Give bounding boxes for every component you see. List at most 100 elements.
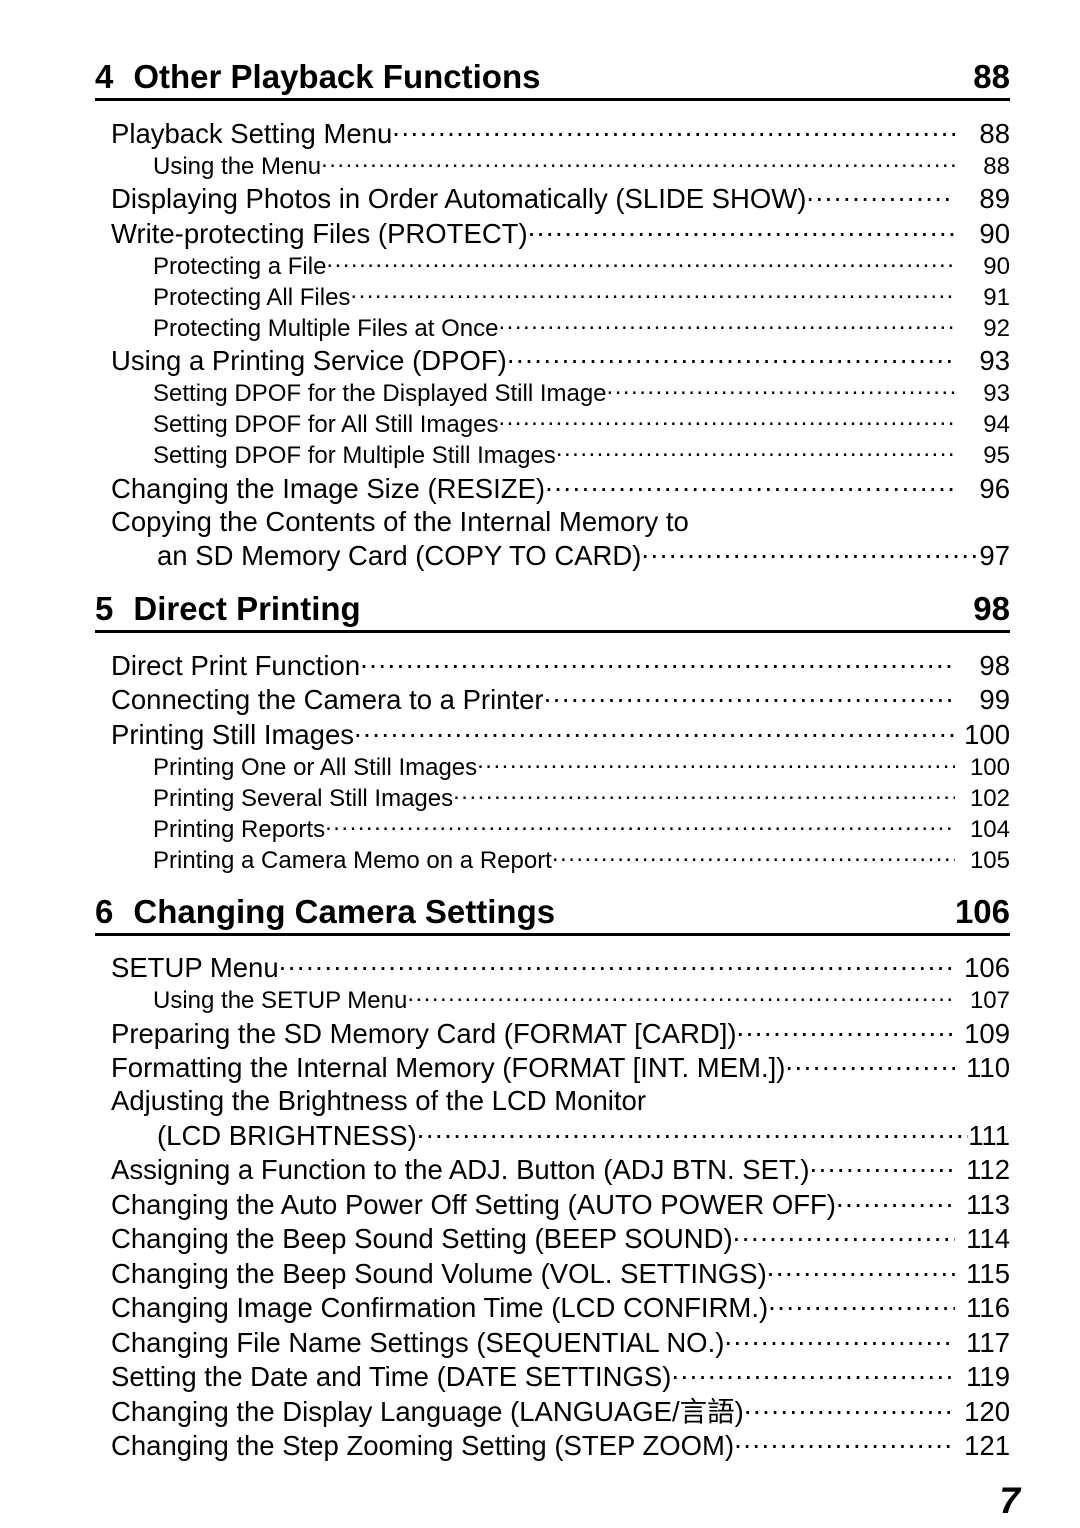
toc-entry: Write-protecting Files (PROTECT) 90 — [111, 215, 1010, 250]
page-number-footer: 7 — [999, 1480, 1020, 1522]
toc-entry-label: Using the Menu — [153, 152, 321, 181]
dot-leader — [453, 782, 955, 806]
toc-entry-page: 88 — [955, 117, 1010, 150]
dot-leader — [556, 439, 955, 463]
toc-entry-page: 100 — [955, 718, 1010, 751]
toc-entry-label: Printing Still Images — [111, 718, 354, 751]
toc-entry: Adjusting the Brightness of the LCD Moni… — [111, 1084, 1010, 1117]
toc-entry: Changing the Display Language (LANGUAGE/… — [111, 1393, 1010, 1428]
toc-sections: 4Other Playback Functions88Playback Sett… — [95, 58, 1010, 1462]
toc-entry: Setting DPOF for the Displayed Still Ima… — [153, 377, 1010, 408]
toc-entry-label: Setting DPOF for the Displayed Still Ima… — [153, 379, 607, 408]
toc-entry: Protecting Multiple Files at Once 92 — [153, 312, 1010, 343]
toc-entry-label: Changing File Name Settings (SEQUENTIAL … — [111, 1326, 724, 1359]
toc-entry: Changing the Beep Sound Volume (VOL. SET… — [111, 1255, 1010, 1290]
dot-leader — [417, 1117, 968, 1145]
toc-entry-label: Displaying Photos in Order Automatically… — [111, 182, 806, 215]
toc-entry-page: 105 — [955, 846, 1010, 875]
toc-entry-label: Changing Image Confirmation Time (LCD CO… — [111, 1291, 768, 1324]
toc-entry: Changing the Beep Sound Setting (BEEP SO… — [111, 1221, 1010, 1256]
dot-leader — [545, 470, 955, 498]
toc-entry-page: 96 — [955, 472, 1010, 505]
toc-entry-label: (LCD BRIGHTNESS) — [157, 1119, 417, 1152]
toc-entry-label: Connecting the Camera to a Printer — [111, 683, 544, 716]
toc-entry: (LCD BRIGHTNESS) 111 — [157, 1117, 1010, 1152]
toc-entry-page: 121 — [955, 1429, 1010, 1462]
dot-leader — [836, 1186, 955, 1214]
section-number: 4 — [95, 58, 113, 96]
section-title: Changing Camera Settings — [133, 893, 955, 931]
toc-entry: Playback Setting Menu 88 — [111, 115, 1010, 150]
toc-entry-page: 92 — [955, 314, 1010, 343]
section-page: 88 — [973, 58, 1010, 96]
section-title: Direct Printing — [133, 590, 973, 628]
toc-entry-page: 93 — [955, 344, 1010, 377]
section-header: 6Changing Camera Settings106 — [95, 893, 1010, 936]
toc-entry-label: Printing a Camera Memo on a Report — [153, 846, 552, 875]
toc-entry-label: Protecting a File — [153, 252, 326, 281]
toc-entry: Printing Reports 104 — [153, 813, 1010, 844]
toc-entry-page: 94 — [955, 410, 1010, 439]
dot-leader — [806, 181, 955, 209]
toc-entry: Setting DPOF for All Still Images 94 — [153, 408, 1010, 439]
dot-leader — [498, 408, 955, 432]
toc-entry: SETUP Menu 106 — [111, 950, 1010, 985]
toc-entry-label: Changing the Step Zooming Setting (STEP … — [111, 1429, 734, 1462]
section-number: 6 — [95, 893, 113, 931]
toc-entry: an SD Memory Card (COPY TO CARD) 97 — [157, 538, 1010, 573]
dot-leader — [477, 751, 955, 775]
dot-leader — [507, 343, 955, 371]
toc-entry-label: Using a Printing Service (DPOF) — [111, 344, 507, 377]
section-number: 5 — [95, 590, 113, 628]
toc-entry-label: Using the SETUP Menu — [153, 986, 407, 1015]
toc-entry-label: Printing Reports — [153, 815, 325, 844]
section-title: Other Playback Functions — [133, 58, 973, 96]
toc-entry-page: 107 — [955, 986, 1010, 1015]
dot-leader — [392, 115, 955, 143]
toc-entry-page: 104 — [955, 815, 1010, 844]
toc-entry: Changing the Step Zooming Setting (STEP … — [111, 1428, 1010, 1463]
toc-entry: Changing Image Confirmation Time (LCD CO… — [111, 1290, 1010, 1325]
toc-entry: Direct Print Function 98 — [111, 647, 1010, 682]
toc-entry-page: 98 — [955, 649, 1010, 682]
toc-entry-label: Setting DPOF for All Still Images — [153, 410, 498, 439]
toc-entry: Connecting the Camera to a Printer 99 — [111, 682, 1010, 717]
toc-entry-page: 120 — [955, 1395, 1010, 1428]
toc-entry-label: Direct Print Function — [111, 649, 360, 682]
dot-leader — [498, 312, 955, 336]
toc-entry-page: 95 — [955, 441, 1010, 470]
dot-leader — [552, 844, 955, 868]
toc-entry: Protecting All Files 91 — [153, 281, 1010, 312]
toc-entry-label: Protecting All Files — [153, 283, 350, 312]
toc-entry-page: 93 — [955, 379, 1010, 408]
dot-leader — [768, 1290, 955, 1318]
toc-entry-label: Setting DPOF for Multiple Still Images — [153, 441, 556, 470]
toc-entry-page: 114 — [955, 1222, 1010, 1255]
toc-entry: Printing Several Still Images 102 — [153, 782, 1010, 813]
toc-entry-page: 112 — [955, 1153, 1010, 1186]
toc-entry-page: 99 — [955, 683, 1010, 716]
section-header: 4 Other Playback Functions88 — [95, 58, 1010, 101]
toc-entry-page: 115 — [955, 1257, 1010, 1290]
dot-leader — [724, 1324, 955, 1352]
toc-entry-page: 102 — [955, 784, 1010, 813]
toc-entry: Copying the Contents of the Internal Mem… — [111, 505, 1010, 538]
toc-entry: Displaying Photos in Order Automatically… — [111, 181, 1010, 216]
toc-entry-page: 116 — [955, 1291, 1010, 1324]
dot-leader — [744, 1393, 955, 1421]
toc-entry: Printing Still Images 100 — [111, 716, 1010, 751]
dot-leader — [354, 716, 955, 744]
dot-leader — [671, 1359, 955, 1387]
dot-leader — [407, 984, 955, 1008]
dot-leader — [544, 682, 955, 710]
toc-entry-label: Formatting the Internal Memory (FORMAT [… — [111, 1051, 785, 1084]
toc-entry-page: 90 — [955, 217, 1010, 250]
toc-entry-label: Changing the Beep Sound Setting (BEEP SO… — [111, 1222, 733, 1255]
toc-entry-label: SETUP Menu — [111, 951, 279, 984]
toc-entry: Using a Printing Service (DPOF) 93 — [111, 343, 1010, 378]
toc-entry-label: Playback Setting Menu — [111, 117, 392, 150]
toc-entry: Changing File Name Settings (SEQUENTIAL … — [111, 1324, 1010, 1359]
dot-leader — [350, 281, 955, 305]
toc-entry: Formatting the Internal Memory (FORMAT [… — [111, 1050, 1010, 1085]
dot-leader — [767, 1255, 955, 1283]
